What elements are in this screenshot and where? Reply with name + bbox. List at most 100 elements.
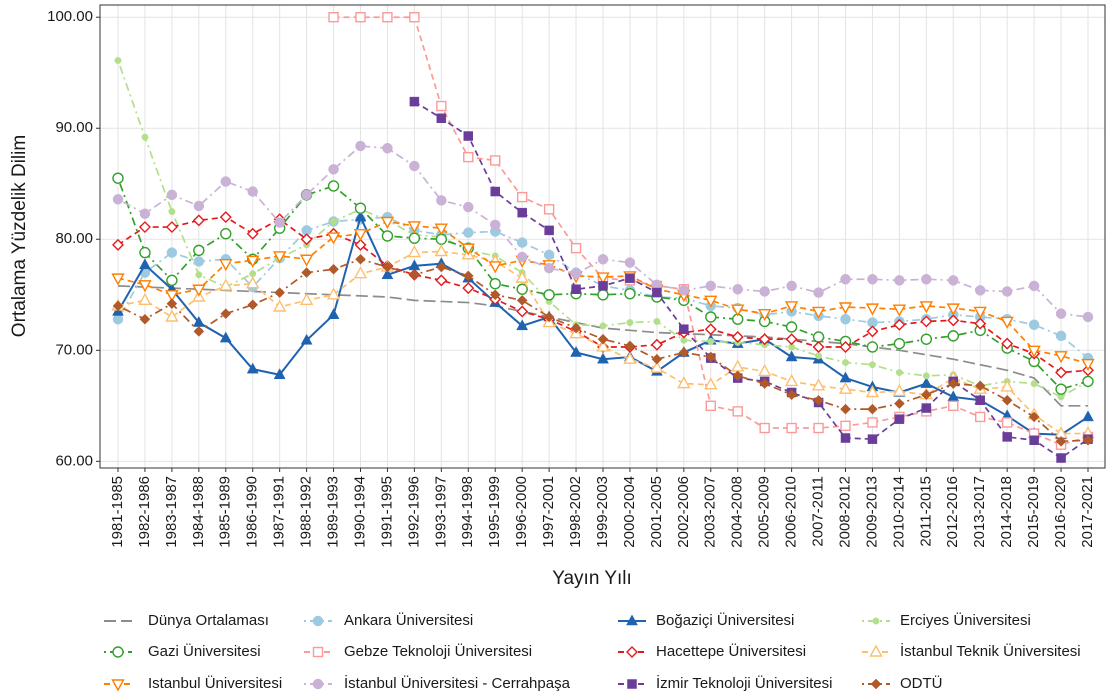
marker — [409, 96, 420, 107]
marker — [678, 347, 690, 358]
marker — [870, 678, 882, 690]
marker — [1002, 432, 1012, 442]
legend-label: Erciyes Üniversitesi — [900, 611, 1031, 629]
marker — [435, 233, 448, 245]
marker — [947, 314, 960, 327]
marker — [920, 315, 933, 328]
marker — [515, 270, 529, 283]
marker — [543, 204, 555, 215]
marker — [246, 227, 259, 240]
marker — [597, 352, 609, 364]
marker — [489, 219, 501, 231]
marker — [407, 245, 422, 258]
marker — [355, 253, 366, 265]
marker — [138, 221, 151, 234]
x-tick-label: 2011-2015 — [917, 476, 934, 547]
marker — [463, 151, 474, 163]
marker — [677, 376, 691, 389]
marker — [757, 308, 772, 322]
marker — [300, 333, 313, 345]
marker — [355, 12, 366, 23]
x-tick-label: 1981-1985 — [109, 476, 126, 548]
marker — [705, 311, 717, 323]
marker — [840, 433, 851, 443]
marker — [326, 287, 341, 300]
marker — [597, 254, 609, 265]
marker — [704, 323, 717, 336]
plot-border — [99, 4, 1106, 469]
marker — [219, 211, 232, 224]
marker — [840, 403, 851, 415]
marker — [246, 362, 259, 374]
marker — [813, 394, 824, 406]
marker — [354, 238, 367, 251]
marker — [705, 280, 717, 292]
marker — [811, 306, 826, 319]
marker — [111, 679, 125, 692]
y-tick-label: 100.00 — [47, 8, 93, 25]
marker — [1027, 345, 1041, 358]
x-tick-label: 2000-2004 — [621, 476, 638, 548]
x-tick-label: 1992-1996 — [405, 476, 422, 548]
marker — [489, 277, 501, 290]
marker — [249, 270, 257, 278]
marker — [815, 352, 823, 360]
marker — [920, 333, 933, 345]
marker — [543, 289, 555, 301]
x-tick-label: 1984-1988 — [190, 476, 207, 548]
marker — [596, 339, 610, 352]
x-tick-label: 2002-2006 — [675, 476, 692, 548]
marker — [462, 270, 474, 282]
x-tick-label: 2014-2018 — [998, 476, 1015, 548]
marker — [597, 289, 609, 301]
marker — [1028, 411, 1040, 423]
marker — [112, 300, 124, 312]
marker — [812, 331, 825, 343]
marker — [921, 273, 932, 285]
marker — [327, 308, 340, 320]
marker — [974, 285, 986, 296]
marker — [436, 100, 447, 112]
y-axis-title: Ortalama Yüzdelik Dilim — [9, 135, 30, 337]
marker — [1082, 375, 1094, 388]
legend-label: Gazi Üniversitesi — [148, 642, 261, 660]
marker — [597, 333, 609, 345]
marker — [975, 411, 986, 423]
marker — [1056, 453, 1066, 463]
marker — [948, 400, 959, 412]
marker — [381, 268, 394, 280]
marker — [312, 678, 324, 690]
marker — [868, 361, 876, 369]
x-tick-label: 1991-1995 — [378, 476, 395, 548]
x-tick-label: 1995-1999 — [486, 476, 503, 548]
marker — [894, 275, 905, 286]
marker — [435, 261, 447, 273]
marker — [759, 422, 770, 434]
marker — [759, 378, 771, 389]
marker — [599, 322, 607, 330]
y-tick-label: 90.00 — [55, 119, 93, 136]
marker — [516, 237, 528, 248]
marker — [920, 389, 932, 401]
legend-label: ODTÜ — [900, 674, 943, 692]
marker — [784, 301, 799, 314]
marker — [517, 207, 527, 218]
marker — [624, 287, 636, 300]
marker — [973, 306, 987, 319]
marker — [409, 160, 420, 172]
legend-label: İzmir Teknoloji Üniversitesi — [656, 674, 832, 692]
marker — [865, 385, 880, 398]
marker — [382, 261, 393, 273]
marker — [434, 244, 449, 257]
marker — [463, 201, 474, 213]
marker — [786, 280, 797, 292]
marker — [272, 251, 287, 264]
marker — [112, 646, 124, 658]
marker — [867, 273, 878, 285]
marker — [516, 305, 529, 318]
marker — [543, 262, 555, 274]
marker — [434, 223, 449, 236]
marker — [407, 221, 422, 234]
marker — [328, 12, 339, 23]
marker — [758, 333, 771, 346]
